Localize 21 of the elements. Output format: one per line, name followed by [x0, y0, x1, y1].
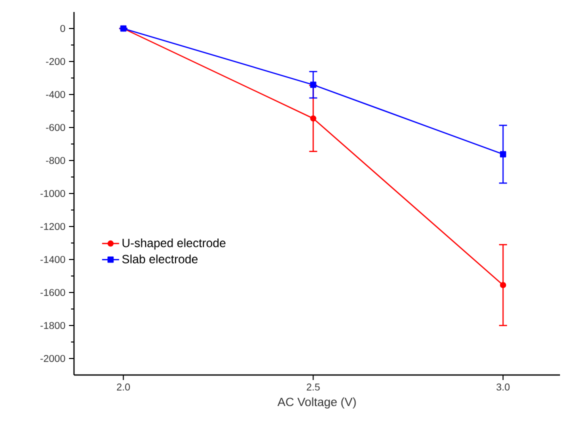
point — [310, 82, 316, 88]
y-tick-label: -600 — [46, 124, 66, 132]
point — [310, 115, 316, 122]
y-tick-label: -1800 — [40, 322, 66, 330]
point — [500, 151, 506, 158]
point — [500, 282, 506, 288]
legend-label: U-shaped electrode — [122, 238, 226, 250]
y-tick-label: -1400 — [40, 256, 66, 264]
y-tick-label: -200 — [46, 58, 66, 66]
x-tick-label: 2.5 — [306, 384, 320, 391]
y-tick-label: -1200 — [40, 222, 66, 230]
legend-label: Slab electrode — [122, 254, 198, 264]
y-tick-label: -400 — [46, 90, 66, 98]
y-tick-label: -1000 — [40, 190, 66, 198]
y-tick-label: 0 — [60, 24, 66, 32]
x-axis-title: AC Voltage (V) — [277, 397, 356, 409]
y-tick-label: -1600 — [40, 288, 66, 296]
x-tick-label: 2.0 — [116, 384, 130, 391]
y-tick-label: -800 — [46, 156, 66, 164]
y-tick-label: -2000 — [40, 354, 66, 362]
x-tick-label: 3.0 — [496, 384, 510, 391]
